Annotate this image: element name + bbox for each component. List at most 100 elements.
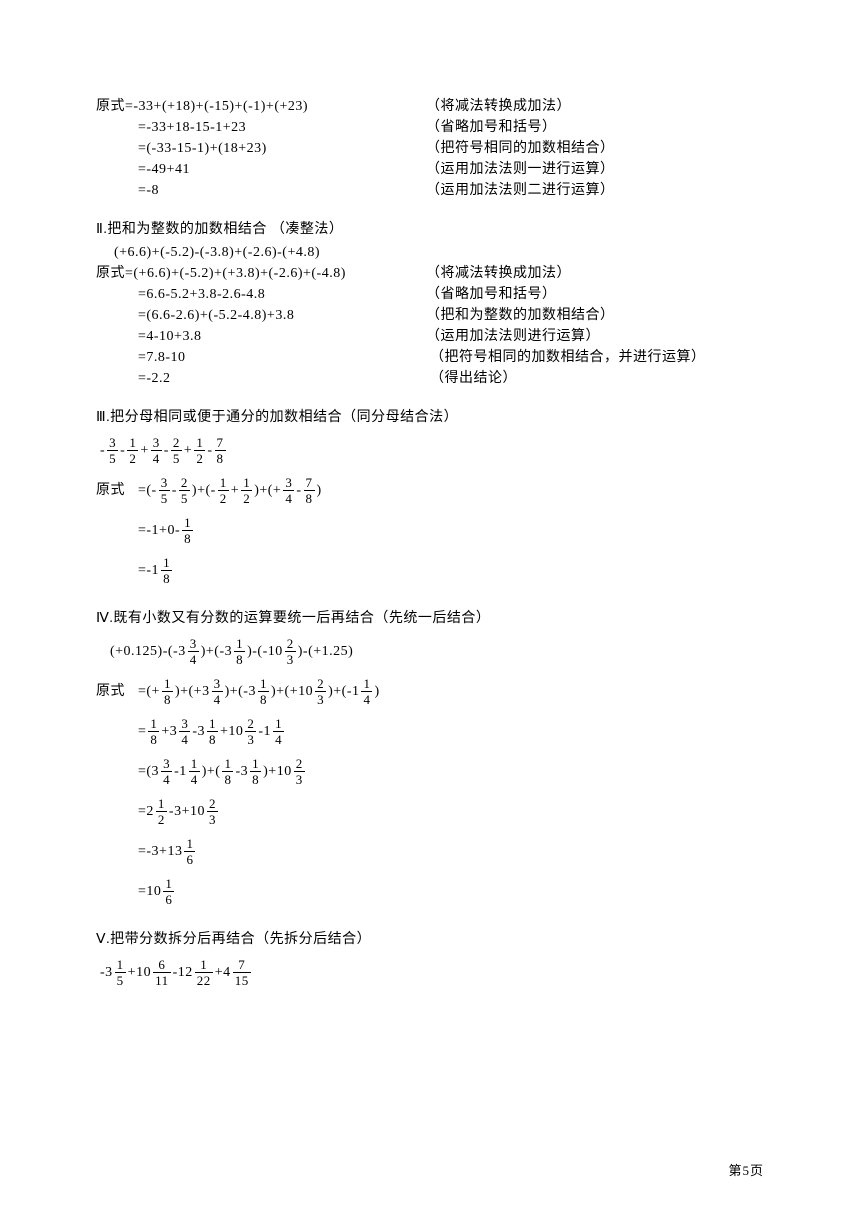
fraction-numerator: 2 xyxy=(245,717,256,731)
block-2-given: (+6.6)+(-5.2)-(-3.8)+(-2.6)-(+4.8) xyxy=(114,242,764,263)
fraction-denominator: 4 xyxy=(151,450,162,465)
math-text: +10 xyxy=(128,962,151,983)
calc-line: =(334-114)+(18-318)+1023 xyxy=(96,751,764,791)
fraction: 34 xyxy=(161,757,172,786)
fraction: 23 xyxy=(315,677,326,706)
fraction: 18 xyxy=(148,717,159,746)
fraction-numerator: 7 xyxy=(304,476,315,490)
calc-line: =-3+1316 xyxy=(96,831,764,871)
math-text: )+(-3 xyxy=(201,641,232,662)
calc-line: =(-33-15-1)+(18+23)（把符号相同的加数相结合） xyxy=(96,138,764,159)
math-text: + xyxy=(140,440,148,461)
calc-line: =-33+18-15-1+23（省略加号和括号） xyxy=(96,117,764,138)
fraction: 18 xyxy=(234,637,245,666)
fraction: 23 xyxy=(294,757,305,786)
fraction-numerator: 6 xyxy=(156,958,167,972)
calc-lhs: =-49+41 xyxy=(96,159,426,180)
fraction-denominator: 8 xyxy=(162,691,173,706)
fraction-denominator: 5 xyxy=(171,450,182,465)
fraction: 18 xyxy=(250,757,261,786)
fraction: 34 xyxy=(188,637,199,666)
math-text: -12 xyxy=(173,962,193,983)
math-text: )+(+3 xyxy=(175,681,210,702)
fraction-numerator: 1 xyxy=(241,476,252,490)
calc-rhs: （把符号相同的加数相结合） xyxy=(426,138,615,159)
math-text: ) xyxy=(374,681,379,702)
fraction-numerator: 1 xyxy=(184,837,195,851)
fraction-denominator: 8 xyxy=(222,771,233,786)
fraction: 12 xyxy=(218,476,229,505)
calc-rhs: （得出结论） xyxy=(426,368,517,389)
fraction: 18 xyxy=(207,717,218,746)
fraction-denominator: 22 xyxy=(195,972,213,987)
fraction: 23 xyxy=(285,637,296,666)
math-text: +10 xyxy=(220,721,243,742)
calc-line: =6.6-5.2+3.8-2.6-4.8（省略加号和括号） xyxy=(96,284,764,305)
fraction-numerator: 3 xyxy=(179,717,190,731)
fraction: 18 xyxy=(182,516,193,545)
fraction-denominator: 8 xyxy=(207,731,218,746)
math-text: -1 xyxy=(174,761,187,782)
fraction-denominator: 2 xyxy=(241,490,252,505)
fraction-numerator: 2 xyxy=(285,637,296,651)
block-5-title: Ⅴ.把带分数拆分后再结合（先拆分后结合） xyxy=(96,929,764,950)
calc-lhs: =(6.6-2.6)+(-5.2-4.8)+3.8 xyxy=(96,305,426,326)
math-text: )+(-3 xyxy=(225,681,256,702)
fraction-numerator: 2 xyxy=(315,677,326,691)
calc-lhs: 原式=-33+(+18)+(-15)+(-1)+(+23) xyxy=(96,96,426,117)
fraction-denominator: 2 xyxy=(127,450,138,465)
fraction: 18 xyxy=(258,677,269,706)
fraction: 14 xyxy=(189,757,200,786)
fraction: 14 xyxy=(361,677,372,706)
fraction-denominator: 2 xyxy=(218,490,229,505)
math-text: =(+ xyxy=(138,681,160,702)
fraction-numerator: 1 xyxy=(222,757,233,771)
fraction-denominator: 8 xyxy=(215,450,226,465)
block-3-title: Ⅲ.把分母相同或便于通分的加数相结合（同分母结合法） xyxy=(96,407,764,428)
fraction-numerator: 1 xyxy=(207,717,218,731)
fraction-numerator: 1 xyxy=(361,677,372,691)
fraction-denominator: 2 xyxy=(156,811,167,826)
fraction: 715 xyxy=(233,958,251,987)
calc-line: =7.8-10 （把符号相同的加数相结合，并进行运算） xyxy=(96,347,764,368)
block-3: Ⅲ.把分母相同或便于通分的加数相结合（同分母结合法） -35-12+34-25+… xyxy=(96,407,764,590)
math-text: =-1+0- xyxy=(138,520,180,541)
fraction: 78 xyxy=(304,476,315,505)
fraction-denominator: 4 xyxy=(273,731,284,746)
math-text: =(3 xyxy=(138,761,159,782)
calc-line: =18+334-318+1023-114 xyxy=(96,711,764,751)
fraction: 23 xyxy=(245,717,256,746)
math-text: +4 xyxy=(215,962,231,983)
calc-rhs: （省略加号和括号） xyxy=(426,284,557,305)
block-5: Ⅴ.把带分数拆分后再结合（先拆分后结合） -315+10611-12122+47… xyxy=(96,929,764,992)
fraction-denominator: 3 xyxy=(245,731,256,746)
calc-lhs: =-33+18-15-1+23 xyxy=(96,117,426,138)
fraction-numerator: 1 xyxy=(162,677,173,691)
fraction-numerator: 1 xyxy=(258,677,269,691)
math-text: )+(+10 xyxy=(271,681,313,702)
fraction: 12 xyxy=(156,797,167,826)
math-text: =10 xyxy=(138,881,161,902)
fraction: 15 xyxy=(115,958,126,987)
fraction-numerator: 3 xyxy=(188,637,199,651)
math-text: =(- xyxy=(138,480,157,501)
fraction-numerator: 3 xyxy=(212,677,223,691)
calc-line: =212-3+1023 xyxy=(96,791,764,831)
calc-line: =-1+0-18 xyxy=(96,510,764,550)
math-text: -3 xyxy=(100,962,113,983)
fraction-numerator: 1 xyxy=(115,958,126,972)
fraction-denominator: 8 xyxy=(161,570,172,585)
calc-line: =-8（运用加法法则二进行运算） xyxy=(96,180,764,201)
calc-lhs: =(-33-15-1)+(18+23) xyxy=(96,138,426,159)
fraction-numerator: 1 xyxy=(218,476,229,490)
fraction-numerator: 3 xyxy=(159,476,170,490)
calc-lhs: =4-10+3.8 xyxy=(96,326,426,347)
fraction-numerator: 2 xyxy=(294,757,305,771)
fraction: 122 xyxy=(195,958,213,987)
fraction-denominator: 6 xyxy=(184,851,195,866)
fraction-numerator: 1 xyxy=(182,516,193,530)
fraction: 35 xyxy=(159,476,170,505)
math-text: -3+10 xyxy=(169,801,205,822)
fraction-numerator: 2 xyxy=(179,476,190,490)
block-4-title: Ⅳ.既有小数又有分数的运算要统一后再结合（先统一后结合） xyxy=(96,608,764,629)
